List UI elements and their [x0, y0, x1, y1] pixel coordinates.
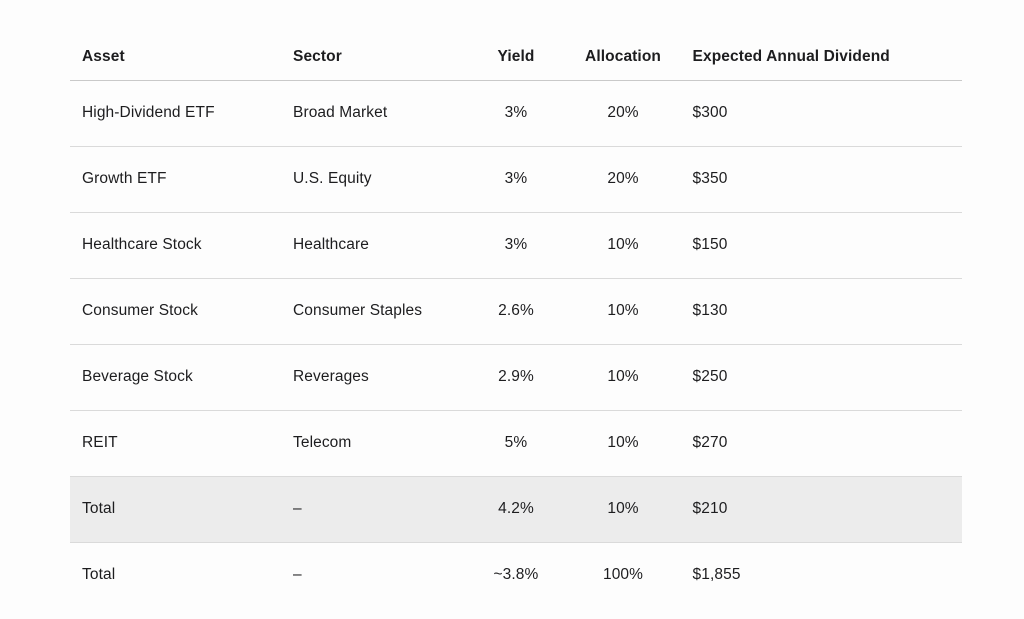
column-header-asset: Asset [70, 34, 293, 81]
column-header-sector: Sector [293, 34, 463, 81]
dividend-portfolio-table: Asset Sector Yield Allocation Expected A… [70, 34, 962, 608]
table-row: Total –4.2% 10% $210 [70, 476, 962, 543]
cell-asset: Growth ETF [70, 146, 293, 213]
cell-dividend: $350 [676, 146, 962, 213]
cell-sector: Consumer Staples [293, 278, 463, 345]
cell-sector: – [293, 566, 302, 584]
cell-asset: Total [82, 566, 116, 584]
cell-dividend: $1,855 [692, 566, 741, 584]
cell-asset: Consumer Stock [70, 278, 293, 345]
cell-asset: Healthcare Stock [70, 212, 293, 279]
cell-yield: ~3.8% [493, 566, 539, 584]
cell-yield: 3% [462, 212, 570, 279]
cell-dividend: $250 [676, 344, 962, 411]
table-row: Total – ~3.8% 100% $1,855 [70, 542, 962, 608]
cell-sector: Broad Market [293, 80, 463, 147]
cell-dividend: $150 [676, 212, 962, 279]
cell-allocation: 20% [569, 146, 677, 213]
cell-yield: 3% [462, 146, 570, 213]
cell-sector: – [293, 476, 463, 543]
cell-asset: Beverage Stock [70, 344, 293, 411]
table-row: Growth ETF U.S. Equity 3% 20% $350 [70, 146, 962, 213]
cell-yield: 2.9% [462, 344, 570, 411]
cell-yield: 2.6% [462, 278, 570, 345]
column-header-allocation: Allocation [569, 34, 677, 81]
table-row: Healthcare Stock Healthcare 3% 10% $150 [70, 212, 962, 279]
cell-yield: 5% [462, 410, 570, 477]
cell-allocation: 10% [569, 278, 677, 345]
cell-allocation: 100% [602, 566, 644, 584]
cell-allocation: 20% [569, 80, 677, 147]
cell-yield: 3% [462, 80, 570, 147]
cell-sector: U.S. Equity [293, 146, 463, 213]
cell-sector: Telecom [293, 410, 463, 477]
table-row: Consumer Stock Consumer Staples 2.6% 10% $13… [70, 278, 962, 345]
cell-dividend: $270 [676, 410, 962, 477]
cell-dividend: $300 [676, 80, 962, 147]
cell-yield: 4.2% [462, 476, 570, 543]
cell-dividend: $130 [676, 278, 962, 345]
column-header-yield: Yield [462, 34, 570, 81]
column-header-dividend: Expected Annual Dividend [676, 34, 962, 81]
cell-allocation: 10% [569, 212, 677, 279]
table-row: High-Dividend ETF Broad Market 3% 20% $300 [70, 80, 962, 147]
cell-allocation: 10% [569, 410, 677, 477]
cell-sector: Reverages [293, 344, 463, 411]
table-row: Beverage Stock Reverages 2.9% 10% $250 [70, 344, 962, 411]
table-header-row: Asset Sector Yield Allocation Expected A… [70, 34, 962, 81]
cell-dividend: $210 [676, 476, 962, 543]
table-row: REIT Telecom 5% 10% $270 [70, 410, 962, 477]
cell-allocation: 10% [569, 344, 677, 411]
cell-asset: Total [70, 476, 293, 543]
cell-sector: Healthcare [293, 212, 463, 279]
cell-asset: High-Dividend ETF [70, 80, 293, 147]
cell-allocation: 10% [569, 476, 677, 543]
cell-asset: REIT [70, 410, 293, 477]
